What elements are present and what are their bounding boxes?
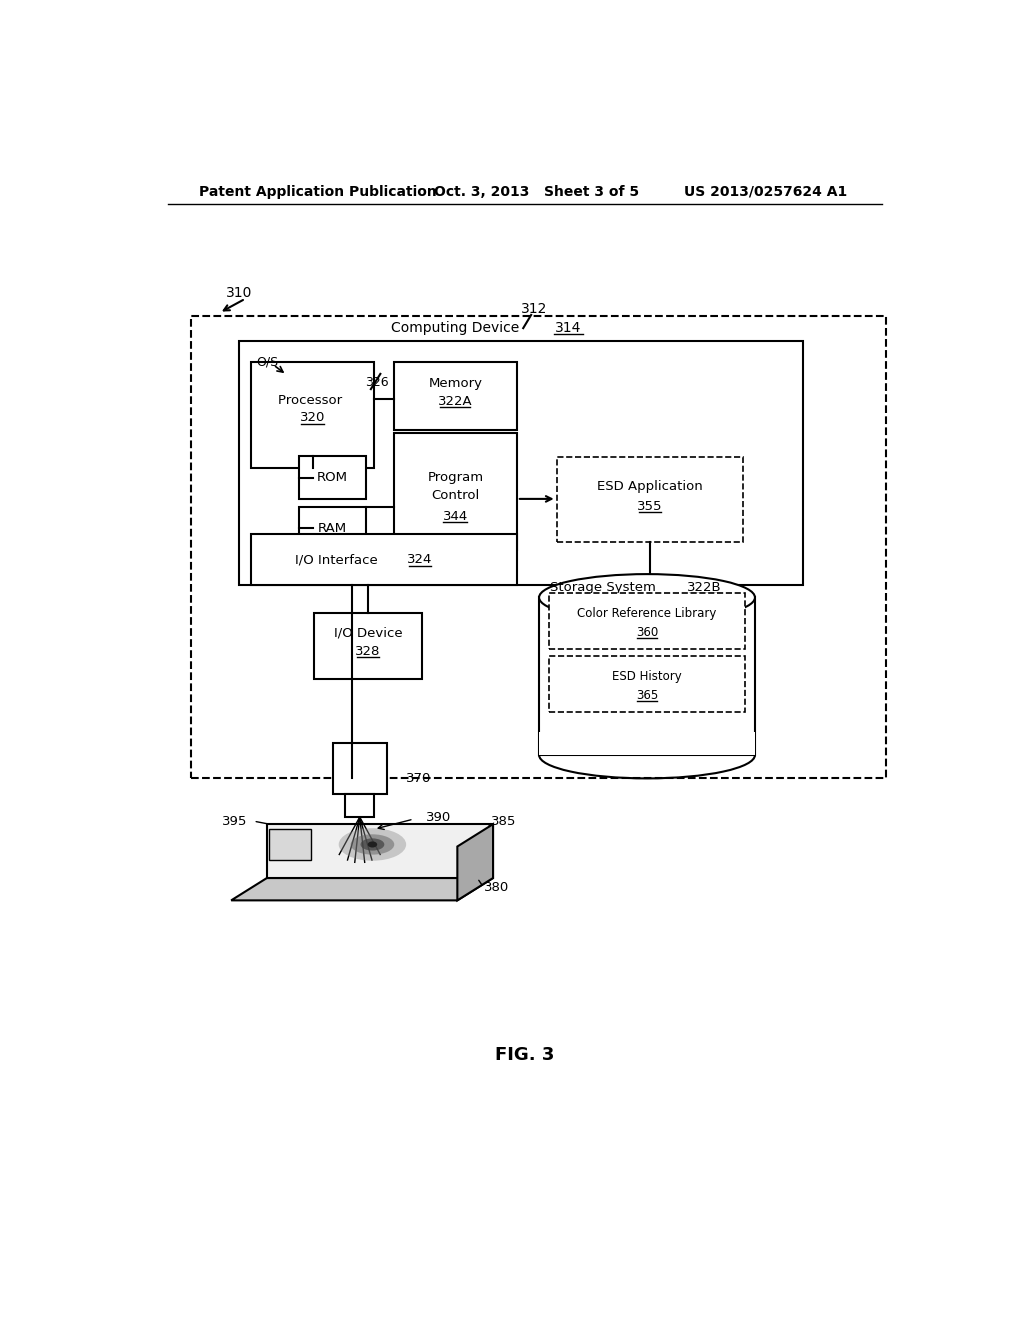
- Bar: [550, 594, 744, 649]
- Ellipse shape: [360, 838, 384, 850]
- Bar: [314, 612, 422, 678]
- Bar: [240, 342, 803, 585]
- Text: FIG. 3: FIG. 3: [496, 1045, 554, 1064]
- Text: US 2013/0257624 A1: US 2013/0257624 A1: [684, 185, 847, 199]
- Text: 344: 344: [442, 510, 468, 523]
- Text: Processor: Processor: [279, 393, 347, 407]
- Text: 312: 312: [521, 302, 548, 315]
- Bar: [539, 598, 755, 755]
- Text: 355: 355: [637, 499, 663, 512]
- Text: 360: 360: [636, 626, 658, 639]
- Polygon shape: [458, 824, 494, 900]
- Bar: [251, 535, 517, 585]
- Text: ESD History: ESD History: [612, 671, 682, 684]
- Bar: [550, 656, 744, 713]
- Text: Oct. 3, 2013   Sheet 3 of 5: Oct. 3, 2013 Sheet 3 of 5: [433, 185, 639, 199]
- Text: 395: 395: [221, 814, 247, 828]
- Text: Patent Application Publication: Patent Application Publication: [200, 185, 437, 199]
- Bar: [394, 433, 517, 549]
- Bar: [299, 457, 367, 499]
- Text: 324: 324: [408, 553, 433, 566]
- Text: 322A: 322A: [438, 395, 473, 408]
- Bar: [539, 731, 755, 755]
- Bar: [191, 315, 886, 779]
- Text: 385: 385: [492, 814, 517, 828]
- Ellipse shape: [350, 834, 394, 854]
- Bar: [394, 362, 517, 430]
- Text: O/S: O/S: [256, 355, 278, 368]
- Text: 314: 314: [555, 321, 582, 335]
- Text: 320: 320: [300, 411, 326, 424]
- Bar: [557, 457, 743, 541]
- Text: 390: 390: [426, 810, 451, 824]
- Text: ESD Application: ESD Application: [597, 480, 702, 494]
- Text: 322B: 322B: [687, 581, 722, 594]
- Bar: [333, 743, 387, 793]
- Polygon shape: [269, 829, 310, 859]
- Text: 328: 328: [355, 645, 381, 657]
- Text: 380: 380: [483, 880, 509, 894]
- Bar: [251, 362, 374, 469]
- Ellipse shape: [368, 841, 377, 847]
- Text: I/O Device: I/O Device: [334, 627, 402, 640]
- Text: 326: 326: [365, 375, 388, 388]
- Ellipse shape: [339, 828, 407, 861]
- Ellipse shape: [539, 574, 755, 620]
- Text: 365: 365: [636, 689, 658, 701]
- Text: Computing Device: Computing Device: [391, 321, 523, 335]
- Text: Memory: Memory: [428, 376, 482, 389]
- Text: ROM: ROM: [316, 471, 348, 484]
- Text: I/O Interface: I/O Interface: [295, 553, 382, 566]
- Text: Color Reference Library: Color Reference Library: [578, 607, 717, 620]
- Text: Storage System: Storage System: [550, 581, 660, 594]
- Text: Control: Control: [431, 490, 479, 503]
- Text: 370: 370: [406, 772, 431, 785]
- Bar: [345, 793, 374, 817]
- Text: RAM: RAM: [317, 521, 347, 535]
- Bar: [299, 507, 367, 549]
- Polygon shape: [231, 878, 494, 900]
- Text: 310: 310: [226, 285, 252, 300]
- Text: Program: Program: [427, 471, 483, 484]
- Polygon shape: [267, 824, 494, 878]
